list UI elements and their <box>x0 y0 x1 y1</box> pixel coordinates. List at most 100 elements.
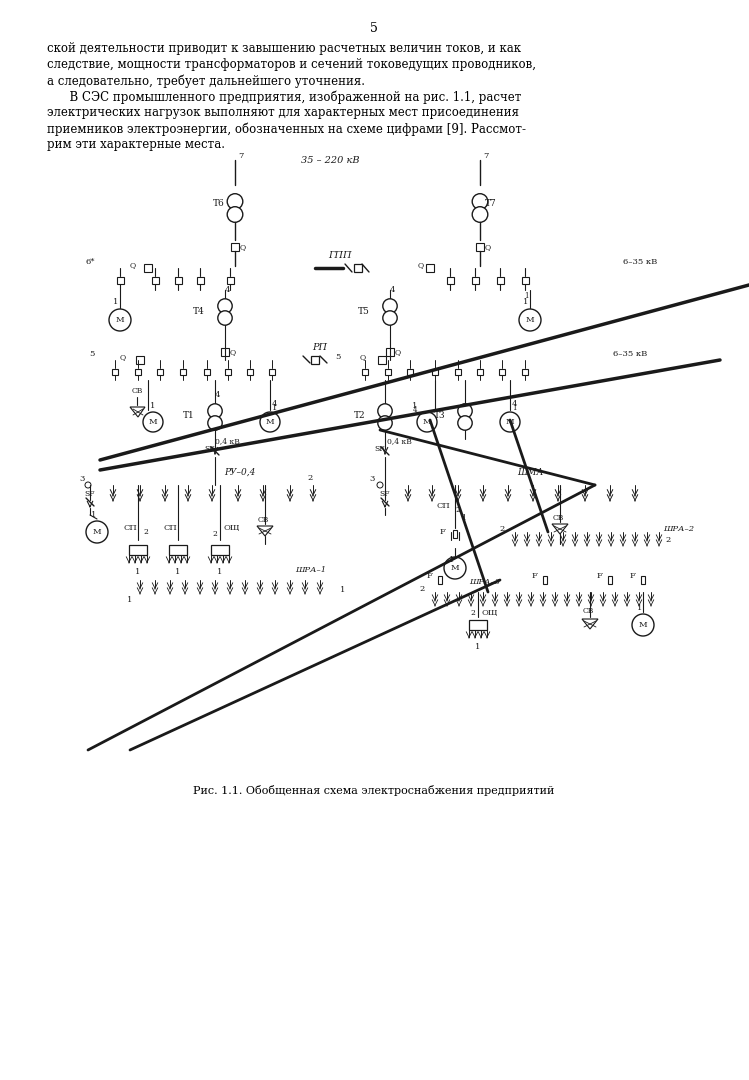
Text: 1: 1 <box>476 643 481 651</box>
Text: Q: Q <box>120 353 126 361</box>
Text: Т2: Т2 <box>354 410 365 419</box>
Text: 1: 1 <box>113 298 118 306</box>
Bar <box>231 243 239 251</box>
Text: М: М <box>526 316 534 324</box>
Circle shape <box>85 482 91 488</box>
Text: М: М <box>639 621 647 629</box>
Text: 1: 1 <box>637 604 643 612</box>
Text: 4: 4 <box>389 286 395 294</box>
Text: F: F <box>629 572 635 580</box>
Text: 1: 1 <box>151 402 156 410</box>
Text: F: F <box>426 572 432 580</box>
Bar <box>117 276 124 283</box>
Bar <box>521 276 529 283</box>
Circle shape <box>143 411 163 432</box>
Text: 4: 4 <box>224 286 230 294</box>
Text: Q: Q <box>418 261 424 269</box>
Bar <box>469 620 487 630</box>
Circle shape <box>227 193 243 210</box>
Circle shape <box>472 206 488 222</box>
Text: Т7: Т7 <box>485 200 497 208</box>
Bar <box>354 264 362 272</box>
Bar <box>247 369 253 375</box>
Text: 0,4 кВ: 0,4 кВ <box>387 437 412 445</box>
Text: РУ–0,4: РУ–0,4 <box>224 468 255 477</box>
Bar <box>136 356 144 364</box>
Bar <box>362 369 368 375</box>
Text: Q: Q <box>360 353 366 361</box>
Text: 2: 2 <box>143 528 148 536</box>
Text: ШРА–1: ШРА–1 <box>295 566 326 573</box>
Bar <box>543 576 547 584</box>
Text: SF: SF <box>85 490 95 498</box>
Text: 1: 1 <box>449 556 455 564</box>
Text: М: М <box>115 316 124 324</box>
Text: СВ: СВ <box>131 387 143 395</box>
Text: ГПП: ГПП <box>328 251 352 260</box>
Text: СП: СП <box>163 524 177 532</box>
Text: F: F <box>531 572 537 580</box>
Text: ШМА: ШМА <box>517 468 543 477</box>
Bar <box>157 369 163 375</box>
Text: 5: 5 <box>90 350 95 357</box>
Text: СВ: СВ <box>258 516 269 524</box>
Text: 1: 1 <box>272 404 277 411</box>
Bar <box>407 369 413 375</box>
Text: 6–35 кВ: 6–35 кВ <box>623 258 658 266</box>
Text: 2: 2 <box>455 507 460 514</box>
Bar <box>169 545 187 555</box>
Text: 4: 4 <box>214 391 219 399</box>
Text: Т4: Т4 <box>193 308 205 316</box>
Circle shape <box>377 416 392 430</box>
Text: следствие, мощности трансформаторов и сечений токоведущих проводников,: следствие, мощности трансформаторов и се… <box>47 58 536 71</box>
Bar <box>477 369 483 375</box>
Bar <box>386 348 394 356</box>
Bar <box>112 369 118 375</box>
Text: 5: 5 <box>335 353 340 361</box>
Bar <box>453 530 457 538</box>
Text: М: М <box>266 418 274 426</box>
Text: СП: СП <box>123 524 137 532</box>
Text: 1: 1 <box>412 402 418 410</box>
Bar <box>311 356 319 364</box>
Text: ШРА–3: ШРА–3 <box>470 578 500 586</box>
Text: 7: 7 <box>483 152 488 160</box>
Circle shape <box>444 557 466 579</box>
Circle shape <box>207 416 222 430</box>
Text: SF: SF <box>380 490 390 498</box>
Text: 1: 1 <box>217 568 222 576</box>
Text: 3: 3 <box>79 475 85 483</box>
Circle shape <box>458 404 472 418</box>
Bar <box>499 369 505 375</box>
Circle shape <box>377 404 392 418</box>
Bar <box>522 369 528 375</box>
Text: М: М <box>422 418 431 426</box>
Bar <box>269 369 275 375</box>
Text: 4: 4 <box>272 400 277 408</box>
Text: М: М <box>451 564 459 572</box>
Bar <box>608 576 612 584</box>
Text: 1: 1 <box>91 511 97 519</box>
Circle shape <box>86 521 108 543</box>
Text: Рис. 1.1. Обобщенная схема электроснабжения предприятий: Рис. 1.1. Обобщенная схема электроснабже… <box>193 785 555 796</box>
Text: 2: 2 <box>419 585 425 593</box>
Text: В СЭС промышленного предприятия, изображенной на рис. 1.1, расчет: В СЭС промышленного предприятия, изображ… <box>47 90 521 104</box>
Text: 35 – 220 кВ: 35 – 220 кВ <box>301 156 360 165</box>
Text: ШРА–2: ШРА–2 <box>663 525 694 534</box>
Circle shape <box>109 309 131 330</box>
Bar <box>225 369 231 375</box>
Bar <box>455 369 461 375</box>
Circle shape <box>383 311 397 325</box>
Text: а следовательно, требует дальнейшего уточнения.: а следовательно, требует дальнейшего уто… <box>47 75 365 87</box>
Text: ОЩ: ОЩ <box>224 524 240 532</box>
Bar <box>196 276 204 283</box>
Text: электрических нагрузок выполняют для характерных мест присоединения: электрических нагрузок выполняют для хар… <box>47 106 519 119</box>
Text: СВ: СВ <box>552 514 564 522</box>
Circle shape <box>383 299 397 313</box>
Bar <box>641 576 645 584</box>
Text: 2: 2 <box>500 525 505 534</box>
Bar <box>476 243 484 251</box>
Circle shape <box>519 309 541 330</box>
Bar <box>497 276 503 283</box>
Text: Q: Q <box>230 348 236 356</box>
